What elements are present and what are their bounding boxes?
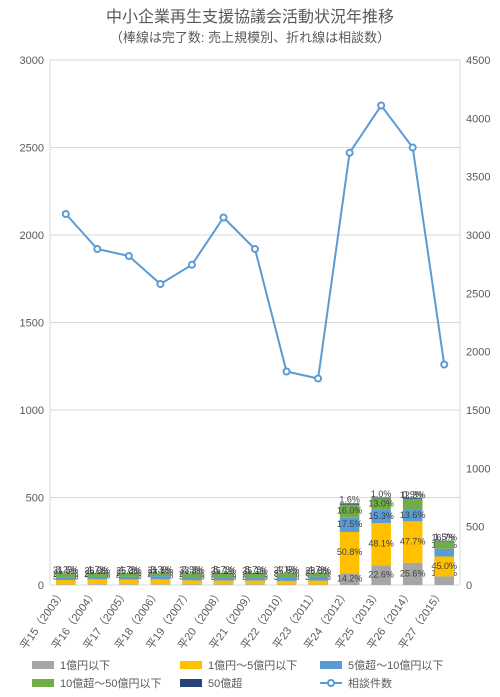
legend-label: 10億超～50億円以下 bbox=[60, 676, 161, 690]
y-right-tick: 4500 bbox=[466, 55, 490, 67]
bar-segment-label: 13.0% bbox=[368, 498, 394, 508]
bar-segment-label: 4.7% bbox=[119, 565, 140, 575]
legend-label: 相談件数 bbox=[348, 676, 392, 690]
line-marker bbox=[220, 215, 226, 221]
bar-segment-label: 0.9% bbox=[402, 489, 423, 499]
bar-segment-label: 5.7% bbox=[245, 565, 266, 575]
bar-segment-label: 3.2% bbox=[56, 565, 77, 575]
y-right-tick: 1500 bbox=[466, 405, 490, 417]
chart-title: 中小企業再生支援協議会活動状況年推移 bbox=[106, 8, 394, 26]
bar-segment-label: 4.1% bbox=[276, 565, 297, 575]
bar-segment-label: 13.6% bbox=[400, 510, 426, 520]
line-marker bbox=[126, 253, 132, 259]
y-left-tick: 1000 bbox=[20, 405, 44, 417]
line-marker bbox=[378, 103, 384, 109]
y-left-tick: 2500 bbox=[20, 143, 44, 155]
line-marker bbox=[252, 246, 258, 252]
line-marker bbox=[347, 150, 353, 156]
bar-segment bbox=[403, 499, 423, 510]
y-right-tick: 500 bbox=[466, 522, 484, 534]
line-marker bbox=[315, 376, 321, 382]
bar-segment-label: 45.0% bbox=[431, 561, 457, 571]
line-series bbox=[66, 106, 444, 379]
bar-segment-label: 48.1% bbox=[368, 539, 394, 549]
legend-swatch bbox=[32, 661, 54, 669]
bar-segment-label: 16.0% bbox=[337, 506, 363, 516]
legend-line-marker bbox=[328, 680, 334, 686]
line-marker bbox=[94, 246, 100, 252]
y-left-tick: 1500 bbox=[20, 318, 44, 330]
bar-segment-label: 25.6% bbox=[400, 568, 426, 578]
line-marker bbox=[284, 369, 290, 375]
line-marker bbox=[410, 145, 416, 151]
legend-label: 50億超 bbox=[208, 676, 242, 690]
bars-group: 5.0%37.4%22.8%31.5%3.2%6.8%42.1%20.0%26.… bbox=[53, 489, 457, 586]
legend: 1億円以下 1億円～5億円以下 5億超～10億円以下 10億超～50億円以下 50億超 相… bbox=[32, 658, 443, 690]
line-marker bbox=[157, 281, 163, 287]
legend-label: 1億円～5億円以下 bbox=[208, 659, 297, 672]
bar-segment-label: 15.3% bbox=[368, 511, 394, 521]
legend-label: 1億円以下 bbox=[60, 659, 110, 672]
bar-segment-label: 5.7% bbox=[213, 565, 234, 575]
bar-segment-label: 3.3% bbox=[150, 565, 171, 575]
bar-segment-label: 47.7% bbox=[400, 536, 426, 546]
y-left-tick: 2000 bbox=[20, 230, 44, 242]
bar-segment-label: 50.8% bbox=[337, 547, 363, 557]
line-marker bbox=[63, 211, 69, 217]
y-right-tick: 2500 bbox=[466, 288, 490, 300]
y-right-tick: 3000 bbox=[466, 230, 490, 242]
legend-swatch bbox=[180, 661, 202, 669]
bar-segment-label: 22.6% bbox=[368, 569, 394, 579]
legend-swatch bbox=[180, 679, 202, 687]
bar-segment-label: 4.7% bbox=[308, 565, 329, 575]
y-right-tick: 2000 bbox=[466, 347, 490, 359]
line-marker bbox=[189, 262, 195, 268]
legend-label: 5億超～10億円以下 bbox=[348, 658, 443, 672]
y-right-tick: 0 bbox=[466, 580, 472, 592]
chart-container: 中小企業再生支援協議会活動状況年推移 （棒線は完了数: 売上規模別、折れ線は相談数… bbox=[0, 0, 500, 697]
bar-segment-label: 14.2% bbox=[337, 574, 363, 584]
legend-swatch bbox=[320, 661, 342, 669]
bar-segment-label: 1.5% bbox=[434, 532, 455, 542]
bar-segment-label: 2.9% bbox=[182, 565, 203, 575]
y-right-tick: 3500 bbox=[466, 172, 490, 184]
bar-segment-label: 1.6% bbox=[339, 495, 360, 505]
combo-chart: 中小企業再生支援協議会活動状況年推移 （棒線は完了数: 売上規模別、折れ線は相談数… bbox=[0, 0, 500, 697]
y-left-tick: 500 bbox=[26, 493, 44, 505]
bar-segment-label: 1.0% bbox=[371, 489, 392, 499]
y-right-tick: 4000 bbox=[466, 113, 490, 125]
chart-subtitle: （棒線は完了数: 売上規模別、折れ線は相談数） bbox=[110, 30, 390, 45]
y-left-tick: 0 bbox=[38, 580, 44, 592]
y-left-tick: 3000 bbox=[20, 55, 44, 67]
bar-segment-label: 4.7% bbox=[87, 565, 108, 575]
y-right-tick: 1000 bbox=[466, 463, 490, 475]
bar-segment-label: 17.5% bbox=[337, 519, 363, 529]
line-marker bbox=[441, 362, 447, 368]
legend-swatch bbox=[32, 679, 54, 687]
